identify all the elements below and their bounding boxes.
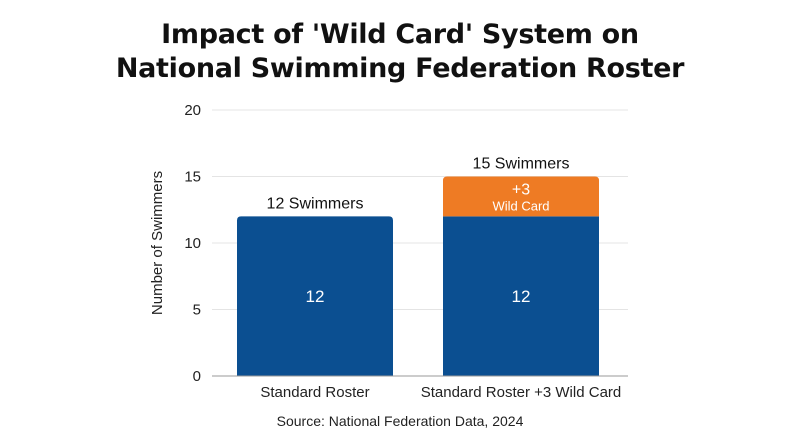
bar-segment xyxy=(443,216,599,376)
source-note: Source: National Federation Data, 2024 xyxy=(276,413,524,429)
chart-title-line-1: Impact of 'Wild Card' System on xyxy=(161,19,639,50)
y-axis-ticks: 0 5 10 15 20 xyxy=(184,102,201,385)
x-tick-label: Standard Roster +3 Wild Card xyxy=(421,384,622,401)
x-axis-ticks: Standard Roster Standard Roster +3 Wild C… xyxy=(260,384,621,401)
bar-value-label: 12 xyxy=(306,287,325,306)
chart-title: Impact of 'Wild Card' System on National… xyxy=(0,18,800,86)
y-tick-label: 5 xyxy=(193,302,201,319)
bar-segment xyxy=(443,176,599,217)
y-tick-label: 10 xyxy=(184,235,201,252)
bar-total-label: 12 Swimmers xyxy=(267,195,364,212)
y-tick-label: 20 xyxy=(184,102,201,119)
y-tick-label: 15 xyxy=(184,169,201,186)
bars xyxy=(237,176,599,376)
x-tick-label: Standard Roster xyxy=(260,384,369,401)
bar-value-label: +3 xyxy=(512,181,530,198)
y-tick-label: 0 xyxy=(193,368,201,385)
bar-value-label: 12 xyxy=(512,287,531,306)
bar-segment xyxy=(237,216,393,376)
chart-title-line-2: National Swimming Federation Roster xyxy=(115,53,685,84)
y-axis-label: Number of Swimmers xyxy=(149,171,166,315)
bar-sublabel: Wild Card xyxy=(492,198,549,213)
bar-total-label: 15 Swimmers xyxy=(473,156,570,173)
